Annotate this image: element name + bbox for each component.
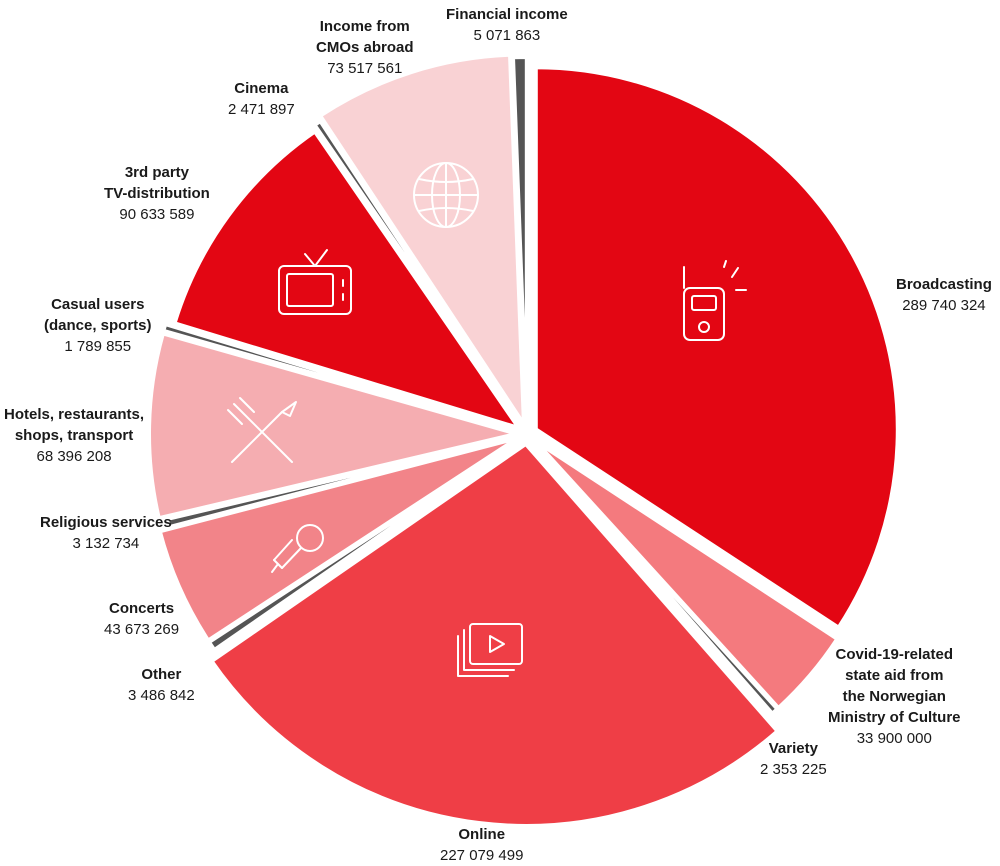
label-name: state aid from — [845, 667, 944, 684]
label-casual-users: Casual users (dance, sports) 1 789 855 — [44, 294, 152, 357]
label-income-cmos-abroad: Income from CMOs abroad 73 517 561 — [316, 16, 414, 79]
label-name: Other — [141, 666, 182, 683]
label-name: Casual users — [51, 296, 145, 313]
radio-icon — [683, 260, 747, 341]
label-cinema: Cinema 2 471 897 — [228, 78, 295, 120]
label-online: Online 227 079 499 — [440, 824, 523, 866]
label-name: Religious services — [40, 514, 172, 531]
label-name: the Norwegian — [842, 688, 946, 705]
pie-slice-broadcasting — [533, 65, 900, 630]
label-financial-income: Financial income 5 071 863 — [446, 4, 568, 46]
label-value: 1 789 855 — [64, 338, 132, 355]
pie-center-hole — [515, 422, 539, 446]
label-value: 5 071 863 — [473, 27, 541, 44]
label-value: 3 486 842 — [128, 687, 195, 704]
slice-icons — [227, 162, 747, 677]
pie-slice-casual-users-dance-sports — [161, 322, 520, 434]
label-name: Covid-19-related — [835, 646, 954, 663]
label-name: Hotels, restaurants, — [4, 406, 145, 423]
label-value: 43 673 269 — [104, 621, 180, 638]
label-name: CMOs abroad — [316, 39, 414, 56]
label-broadcasting: Broadcasting 289 740 324 — [896, 274, 992, 316]
label-name: Financial income — [446, 6, 568, 23]
label-other: Other 3 486 842 — [128, 664, 195, 706]
label-name: Income from — [319, 18, 410, 35]
label-name: 3rd party — [124, 164, 190, 181]
video-library-icon — [457, 623, 523, 677]
label-hotels-restaurants: Hotels, restaurants, shops, transport 68… — [4, 404, 144, 467]
label-name: Broadcasting — [896, 276, 992, 293]
globe-icon — [413, 162, 479, 228]
label-concerts: Concerts 43 673 269 — [104, 598, 179, 640]
label-value: 68 396 208 — [36, 448, 112, 465]
label-name: Ministry of Culture — [828, 709, 961, 726]
pie-slices — [147, 52, 900, 828]
label-name: (dance, sports) — [44, 317, 152, 334]
label-value: 2 471 897 — [228, 101, 295, 118]
label-value: 33 900 000 — [856, 730, 932, 747]
pie-slice-online — [209, 441, 780, 828]
pie-slice-concerts — [157, 436, 520, 643]
label-name: Online — [458, 826, 506, 843]
label-religious-services: Religious services 3 132 734 — [40, 512, 172, 554]
label-3rd-party-tv: 3rd party TV-distribution 90 633 589 — [104, 162, 210, 225]
pie-slice-variety — [531, 439, 780, 716]
label-value: 90 633 589 — [119, 206, 195, 223]
label-name: TV-distribution — [104, 185, 210, 202]
label-name: Cinema — [234, 80, 289, 97]
label-value: 289 740 324 — [902, 297, 986, 314]
pie-slice-financial-income — [510, 55, 529, 427]
label-value: 73 517 561 — [327, 60, 403, 77]
pie-slice-religious-services — [164, 434, 520, 530]
label-name: Concerts — [109, 600, 175, 617]
pie-slice-hotels-restaurants-shops-transport — [147, 331, 520, 521]
label-variety: Variety 2 353 225 — [760, 738, 827, 780]
label-name: shops, transport — [14, 427, 134, 444]
microphone-icon — [271, 524, 324, 573]
label-name: Variety — [768, 740, 818, 757]
pie-slice-cinema — [312, 119, 524, 428]
fork-knife-icon — [227, 397, 297, 463]
pie-slice-3rd-party-tv-distribution — [172, 129, 521, 431]
label-covid-state-aid: Covid-19-related state aid from the Norw… — [828, 644, 961, 749]
label-value: 2 353 225 — [760, 761, 827, 778]
label-value: 227 079 499 — [440, 847, 524, 864]
label-value: 3 132 734 — [72, 535, 140, 552]
pie-slice-income-from-cmos-abroad — [318, 52, 526, 427]
tv-icon — [278, 249, 352, 315]
